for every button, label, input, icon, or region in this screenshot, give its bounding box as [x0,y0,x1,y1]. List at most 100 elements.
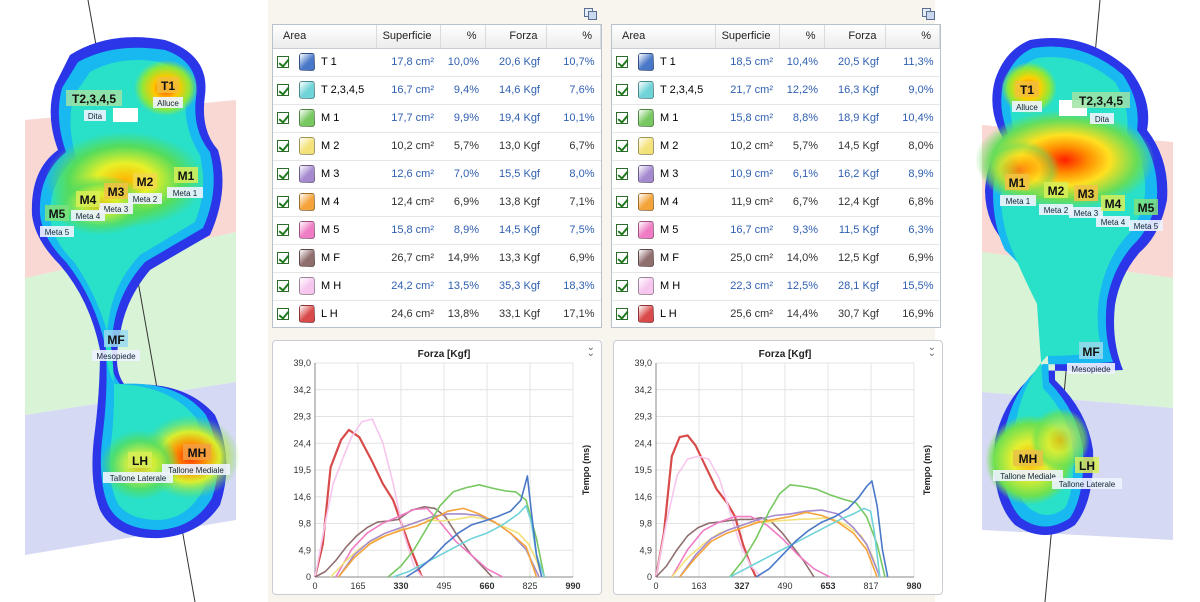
zone-subtitle: Meta 5 [1134,222,1159,231]
percent-area-cell: 14,0% [779,244,824,273]
foot-zone-label-m3: M3 Meta 3 [99,183,133,214]
table-row[interactable]: M F 25,0 cm² 14,0% 12,5 Kgf 6,9% [612,244,940,273]
table-row[interactable]: T 2,3,4,5 21,7 cm² 12,2% 16,3 Kgf 9,0% [612,76,940,105]
table-row[interactable]: T 2,3,4,5 16,7 cm² 9,4% 14,6 Kgf 7,6% [273,76,601,105]
column-header-percent-force[interactable]: % [885,25,940,49]
zone-color-swatch [638,249,654,267]
row-checkbox[interactable] [616,168,628,180]
x-tick-label: 817 [863,581,878,591]
y-tick-label: 14,6 [293,492,311,502]
row-checkbox[interactable] [277,140,289,152]
column-header-percent-area[interactable]: % [440,25,486,49]
collapse-chevron-icon[interactable]: ⌄ ⌄ [586,342,595,359]
forza-cell: 16,3 Kgf [824,76,885,105]
column-header-forza[interactable]: Forza [485,25,547,49]
column-header-percent-area[interactable]: % [779,25,825,49]
table-row[interactable]: M 3 10,9 cm² 6,1% 16,2 Kgf 8,9% [612,160,940,189]
row-checkbox[interactable] [277,252,289,264]
table-row[interactable]: L H 25,6 cm² 14,4% 30,7 Kgf 16,9% [612,300,940,327]
y-tick-label: 29,3 [293,412,311,422]
foot-zone-label-m2: M2 Meta 2 [128,173,162,204]
table-row[interactable]: M 1 17,7 cm² 9,9% 19,4 Kgf 10,1% [273,104,601,133]
forza-cell: 13,0 Kgf [485,132,546,161]
y-tick-label: 9,8 [298,519,311,529]
table-row[interactable]: L H 24,6 cm² 13,8% 33,1 Kgf 17,1% [273,300,601,327]
area-cell: M 2 [273,132,376,161]
x-tick-label: 165 [350,581,365,591]
percent-area-cell: 6,7% [779,188,824,217]
area-cell: M 3 [273,160,376,189]
area-cell: M F [273,244,376,273]
row-checkbox[interactable] [616,280,628,292]
area-name: M 3 [321,168,340,180]
row-checkbox[interactable] [277,280,289,292]
collapse-chevron-icon[interactable]: ⌄ ⌄ [927,342,936,359]
table-row[interactable]: T 1 17,8 cm² 10,0% 20,6 Kgf 10,7% [273,48,601,77]
row-checkbox[interactable] [616,308,628,320]
zone-title: M1 [1009,176,1026,190]
table-row[interactable]: M 4 12,4 cm² 6,9% 13,8 Kgf 7,1% [273,188,601,217]
table-row[interactable]: M 3 12,6 cm² 7,0% 15,5 Kgf 8,0% [273,160,601,189]
table-row[interactable]: M 2 10,2 cm² 5,7% 14,5 Kgf 8,0% [612,132,940,161]
table-row[interactable]: M 5 16,7 cm² 9,3% 11,5 Kgf 6,3% [612,216,940,245]
table-row[interactable]: M 5 15,8 cm² 8,9% 14,5 Kgf 7,5% [273,216,601,245]
row-checkbox[interactable] [616,84,628,96]
row-checkbox[interactable] [277,168,289,180]
column-header-superficie[interactable]: Superficie [715,25,780,49]
series-line-m-1 [729,484,886,578]
zone-title: M2 [1048,184,1065,198]
area-cell: M 5 [612,216,715,245]
area-cell: T 2,3,4,5 [612,76,715,105]
percent-area-cell: 8,9% [440,216,485,245]
column-header-superficie[interactable]: Superficie [376,25,441,49]
table-row[interactable]: M H 24,2 cm² 13,5% 35,3 Kgf 18,3% [273,272,601,301]
column-header-forza[interactable]: Forza [824,25,886,49]
copy-table-left-icon[interactable] [584,8,598,21]
row-checkbox[interactable] [616,56,628,68]
zone-subtitle: Meta 1 [1006,197,1031,206]
column-header-percent-force[interactable]: % [546,25,601,49]
table-row[interactable]: M 4 11,9 cm² 6,7% 12,4 Kgf 6,8% [612,188,940,217]
area-name: M H [321,280,342,292]
superficie-cell: 10,9 cm² [715,160,779,189]
zone-color-swatch [638,137,654,155]
zone-subtitle: Dita [1095,115,1110,124]
row-checkbox[interactable] [616,140,628,152]
column-header-area[interactable]: Area [612,25,716,49]
series-line-m-1 [387,484,546,578]
column-header-area[interactable]: Area [273,25,377,49]
forza-cell: 11,5 Kgf [824,216,885,245]
zone-color-swatch [299,137,315,155]
chart-title: Forza [Kgf] [759,349,812,360]
zone-subtitle: Tallone Laterale [110,474,167,483]
table-row[interactable]: M 1 15,8 cm² 8,8% 18,9 Kgf 10,4% [612,104,940,133]
table-header-row: Area Superficie % Forza % [612,25,940,49]
percent-area-cell: 8,8% [779,104,824,133]
table-row[interactable]: M H 22,3 cm² 12,5% 28,1 Kgf 15,5% [612,272,940,301]
foot-zone-label-t2: T2,3,4,5 Dita [66,90,122,121]
row-checkbox[interactable] [277,308,289,320]
area-name: M 3 [660,168,679,180]
percent-force-cell: 8,9% [885,160,940,189]
row-checkbox[interactable] [277,196,289,208]
table-row[interactable]: M 2 10,2 cm² 5,7% 13,0 Kgf 6,7% [273,132,601,161]
row-checkbox[interactable] [277,112,289,124]
row-checkbox[interactable] [616,112,628,124]
forza-cell: 30,7 Kgf [824,300,885,327]
row-checkbox[interactable] [277,84,289,96]
copy-table-right-icon[interactable] [922,8,936,21]
series-line-m-5 [671,515,831,578]
row-checkbox[interactable] [616,196,628,208]
table-row[interactable]: M F 26,7 cm² 14,9% 13,3 Kgf 6,9% [273,244,601,273]
row-checkbox[interactable] [277,224,289,236]
zone-title: MF [107,333,124,347]
table-row[interactable]: T 1 18,5 cm² 10,4% 20,5 Kgf 11,3% [612,48,940,77]
zone-title: LH [1079,459,1095,473]
superficie-cell: 16,7 cm² [376,76,440,105]
right-foot-heatmap: T1 Alluce T2,3,4,5 Dita M1 Meta 1 M2 Met… [935,0,1200,602]
x-tick-label: 327 [734,581,749,591]
row-checkbox[interactable] [616,252,628,264]
row-checkbox[interactable] [277,56,289,68]
row-checkbox[interactable] [616,224,628,236]
percent-force-cell: 6,8% [885,188,940,217]
